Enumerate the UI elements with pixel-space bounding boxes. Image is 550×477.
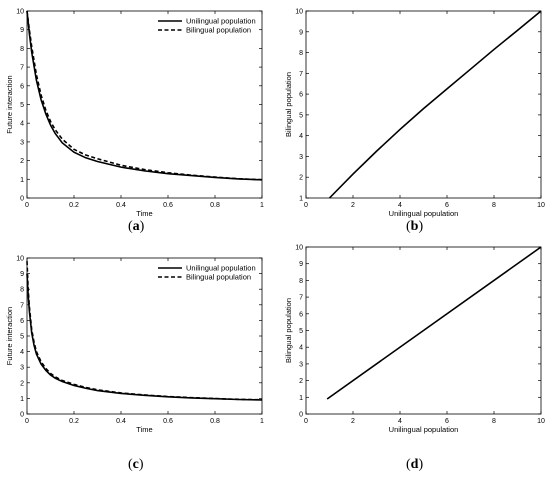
y-axis-label: Bilingual population — [284, 298, 293, 363]
y-tick-label: 5 — [299, 112, 303, 119]
y-tick-label: 2 — [299, 175, 303, 182]
y-tick-label: 0 — [20, 196, 24, 203]
y-tick-label: 1 — [299, 395, 303, 402]
x-tick-label: 8 — [492, 202, 496, 209]
y-tick-label: 4 — [20, 349, 24, 356]
x-tick-label: 0 — [25, 418, 29, 425]
x-tick-label: 0 — [25, 202, 29, 209]
y-tick-label: 7 — [20, 302, 24, 309]
legend-entry: Unilingual population — [186, 264, 256, 273]
x-tick-label: 6 — [445, 202, 449, 209]
y-tick-label: 8 — [20, 287, 24, 294]
y-tick-label: 5 — [20, 334, 24, 341]
legend-entry: Bilingual population — [186, 26, 251, 35]
series-line-bilingual — [26, 10, 263, 181]
y-tick-label: 9 — [20, 27, 24, 34]
y-tick-label: 9 — [299, 29, 303, 36]
y-axis-label: Bilingual population — [284, 72, 293, 137]
y-tick-label: 4 — [299, 345, 303, 352]
y-tick-label: 4 — [299, 133, 303, 140]
y-tick-label: 2 — [20, 380, 24, 387]
x-tick-label: 8 — [492, 418, 496, 425]
x-tick-label: 0 — [304, 202, 308, 209]
x-tick-label: 2 — [351, 202, 355, 209]
y-tick-label: 1 — [20, 177, 24, 184]
y-tick-label: 8 — [299, 50, 303, 57]
x-tick-label: 0.4 — [116, 418, 126, 425]
y-axis-label: Future interaction — [5, 307, 14, 365]
y-tick-label: 6 — [20, 318, 24, 325]
series-line-bilingual — [26, 261, 263, 401]
x-axis-label: Unilingual population — [389, 425, 459, 434]
y-tick-label: 2 — [20, 158, 24, 165]
x-tick-label: 0.2 — [69, 418, 79, 425]
y-tick-label: 6 — [299, 311, 303, 318]
y-tick-label: 10 — [295, 9, 303, 16]
y-tick-label: 10 — [16, 256, 24, 263]
y-tick-label: 3 — [299, 154, 303, 161]
x-axis-label: Unilingual population — [389, 209, 459, 218]
x-tick-label: 0.8 — [210, 202, 220, 209]
x-tick-label: 0.6 — [163, 418, 173, 425]
x-tick-label: 1 — [260, 202, 264, 209]
series-line-unilingual — [328, 10, 542, 199]
x-tick-label: 4 — [398, 418, 402, 425]
x-tick-label: 10 — [537, 418, 545, 425]
y-tick-label: 0 — [20, 412, 24, 419]
x-tick-label: 2 — [351, 418, 355, 425]
y-tick-label: 0 — [299, 412, 303, 419]
x-tick-label: 10 — [537, 202, 545, 209]
panel-label-a: (a) — [128, 219, 145, 234]
y-tick-label: 7 — [20, 65, 24, 72]
y-tick-label: 7 — [299, 295, 303, 302]
panel-label-c: (c) — [128, 457, 144, 472]
y-axis-label: Future interaction — [5, 75, 14, 133]
y-tick-label: 10 — [295, 245, 303, 252]
panel-label-d: (d) — [406, 457, 424, 472]
chart-d: 0 2 4 6 8 10 0 1 2 3 4 5 6 7 8 9 10 Unilingual population… — [284, 245, 545, 435]
x-tick-label: 0.4 — [116, 202, 126, 209]
x-tick-label: 6 — [445, 418, 449, 425]
x-axis-label: Time — [136, 209, 152, 218]
y-tick-label: 7 — [299, 71, 303, 78]
y-tick-label: 1 — [299, 196, 303, 203]
y-tick-label: 5 — [20, 102, 24, 109]
x-tick-label: 0.2 — [69, 202, 79, 209]
y-tick-label: 6 — [20, 83, 24, 90]
x-axis-label: Time — [136, 425, 152, 434]
legend-entry: Unilingual population — [186, 17, 256, 26]
x-tick-label: 0.8 — [210, 418, 220, 425]
y-tick-label: 8 — [299, 278, 303, 285]
series-line-unilingual — [326, 246, 542, 400]
y-tick-label: 9 — [299, 261, 303, 268]
x-tick-label: 1 — [260, 418, 264, 425]
y-tick-label: 3 — [299, 361, 303, 368]
legend-entry: Bilingual population — [186, 273, 251, 282]
y-tick-label: 9 — [20, 271, 24, 278]
x-tick-label: 0.6 — [163, 202, 173, 209]
y-tick-label: 1 — [20, 396, 24, 403]
axes-frame — [305, 10, 542, 199]
series-line-unilingual — [26, 10, 263, 181]
y-tick-label: 4 — [20, 121, 24, 128]
y-tick-label: 2 — [299, 378, 303, 385]
y-tick-label: 6 — [299, 92, 303, 99]
y-tick-label: 10 — [16, 9, 24, 16]
x-tick-label: 4 — [398, 202, 402, 209]
panel-label-b: (b) — [406, 219, 424, 234]
x-tick-label: 0 — [304, 418, 308, 425]
y-tick-label: 5 — [299, 328, 303, 335]
y-tick-label: 3 — [20, 139, 24, 146]
y-tick-label: 8 — [20, 46, 24, 53]
y-tick-label: 3 — [20, 365, 24, 372]
